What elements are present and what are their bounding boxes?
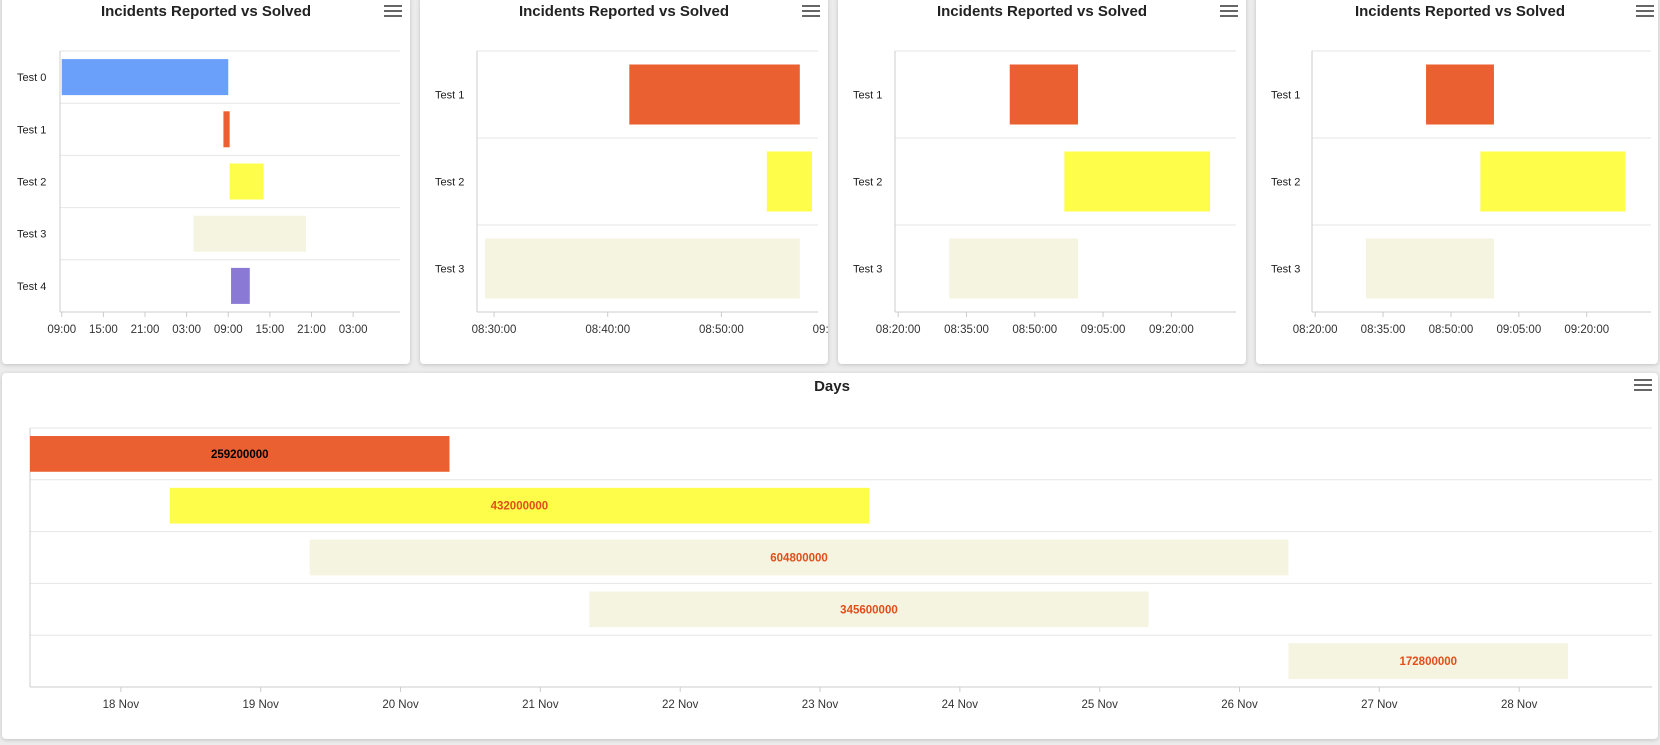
tick-label: 08:50:00 bbox=[1429, 324, 1474, 336]
category-label: Test 1 bbox=[1271, 90, 1300, 102]
tick-label: 09:20:00 bbox=[1564, 324, 1609, 336]
category-label: Test 0 bbox=[17, 72, 46, 84]
chart-card-2: Incidents Reported vs Solved Test 1 Test 2… bbox=[420, 0, 828, 364]
tick-label: 21 Nov bbox=[522, 699, 559, 711]
category-label: Test 1 bbox=[435, 90, 464, 102]
chart-svg-1: Incidents Reported vs Solved Test 0 Test 1… bbox=[17, 3, 400, 336]
tick-label: 09:05:00 bbox=[1496, 324, 1541, 336]
hamburger-menu-icon bbox=[802, 5, 820, 7]
tick-label: 24 Nov bbox=[942, 699, 979, 711]
chart-menu-button[interactable] bbox=[1636, 5, 1654, 19]
data-label: 604800000 bbox=[770, 553, 828, 565]
chart-title: Incidents Reported vs Solved bbox=[1355, 3, 1565, 20]
chart-menu-button[interactable] bbox=[384, 5, 402, 19]
data-label: 172800000 bbox=[1399, 656, 1457, 668]
tick-label: 09:00 bbox=[214, 324, 243, 336]
gantt-bar[interactable] bbox=[1480, 151, 1626, 212]
tick-label: 08:50:00 bbox=[1012, 324, 1057, 336]
gantt-bar[interactable] bbox=[949, 238, 1079, 299]
gantt-bar[interactable] bbox=[766, 151, 812, 212]
chart-title: Days bbox=[814, 378, 850, 395]
chart-card-days: Days 259200000 432000000 604800000 345600000… bbox=[2, 373, 1658, 739]
gantt-bar[interactable] bbox=[193, 215, 306, 252]
tick-label: 08:40:00 bbox=[585, 324, 630, 336]
tick-label: 09:00 bbox=[47, 324, 76, 336]
chart-menu-button[interactable] bbox=[802, 5, 820, 19]
gantt-bar[interactable] bbox=[1064, 151, 1211, 212]
category-label: Test 4 bbox=[17, 281, 46, 293]
category-label: Test 3 bbox=[17, 229, 46, 241]
hamburger-menu-icon bbox=[384, 5, 402, 7]
tick-label: 26 Nov bbox=[1221, 699, 1258, 711]
tick-label: 08:35:00 bbox=[1361, 324, 1406, 336]
tick-label: 08:20:00 bbox=[1293, 324, 1338, 336]
tick-label: 09:00:00 bbox=[813, 324, 828, 336]
tick-label: 23 Nov bbox=[802, 699, 839, 711]
tick-label: 28 Nov bbox=[1501, 699, 1538, 711]
gantt-bar[interactable] bbox=[61, 59, 229, 96]
gantt-bar[interactable] bbox=[223, 111, 230, 148]
gantt-bar[interactable] bbox=[231, 267, 250, 304]
tick-label: 09:20:00 bbox=[1149, 324, 1194, 336]
hamburger-menu-icon bbox=[1220, 5, 1238, 7]
category-label: Test 2 bbox=[17, 177, 46, 189]
chart-svg-3: Incidents Reported vs Solved Test 1 Test 2… bbox=[853, 3, 1236, 336]
chart-title: Incidents Reported vs Solved bbox=[101, 3, 311, 20]
chart-card-1: Incidents Reported vs Solved Test 0 Test 1… bbox=[2, 0, 410, 364]
chart-title: Incidents Reported vs Solved bbox=[519, 3, 729, 20]
category-label: Test 2 bbox=[435, 177, 464, 189]
gantt-bar[interactable] bbox=[484, 238, 800, 299]
tick-label: 09:05:00 bbox=[1081, 324, 1126, 336]
tick-label: 15:00 bbox=[256, 324, 285, 336]
gantt-bar[interactable] bbox=[30, 436, 450, 472]
data-label: 259200000 bbox=[211, 449, 269, 461]
category-label: Test 3 bbox=[1271, 264, 1300, 276]
gantt-bar[interactable] bbox=[1288, 643, 1569, 679]
tick-label: 08:35:00 bbox=[944, 324, 989, 336]
data-label: 345600000 bbox=[840, 604, 898, 616]
category-label: Test 2 bbox=[853, 177, 882, 189]
gantt-bar[interactable] bbox=[229, 163, 264, 200]
chart-menu-button[interactable] bbox=[1220, 5, 1238, 19]
gantt-bar[interactable] bbox=[1426, 64, 1494, 125]
tick-label: 03:00 bbox=[339, 324, 368, 336]
tick-label: 27 Nov bbox=[1361, 699, 1398, 711]
data-label: 432000000 bbox=[491, 501, 549, 513]
tick-label: 08:30:00 bbox=[472, 324, 517, 336]
category-label: Test 1 bbox=[853, 90, 882, 102]
tick-label: 08:20:00 bbox=[876, 324, 921, 336]
chart-card-3: Incidents Reported vs Solved Test 1 Test 2… bbox=[838, 0, 1246, 364]
gantt-bar[interactable] bbox=[629, 64, 800, 125]
chart-svg-4: Incidents Reported vs Solved Test 1 Test 2… bbox=[1271, 3, 1651, 336]
gantt-bar[interactable] bbox=[1009, 64, 1079, 125]
chart-card-4: Incidents Reported vs Solved Test 1 Test 2… bbox=[1256, 0, 1658, 364]
tick-label: 15:00 bbox=[89, 324, 118, 336]
chart-menu-button[interactable] bbox=[1634, 379, 1652, 393]
gantt-bar[interactable] bbox=[589, 591, 1149, 628]
tick-label: 21:00 bbox=[297, 324, 326, 336]
tick-label: 19 Nov bbox=[242, 699, 279, 711]
tick-label: 08:50:00 bbox=[699, 324, 744, 336]
tick-label: 18 Nov bbox=[103, 699, 140, 711]
chart-svg-2: Incidents Reported vs Solved Test 1 Test 2… bbox=[435, 3, 828, 336]
category-label: Test 1 bbox=[17, 124, 46, 136]
tick-label: 25 Nov bbox=[1081, 699, 1118, 711]
category-label: Test 3 bbox=[435, 264, 464, 276]
gantt-bar[interactable] bbox=[1365, 238, 1494, 299]
tick-label: 21:00 bbox=[131, 324, 160, 336]
hamburger-menu-icon bbox=[1634, 379, 1652, 381]
chart-svg-days: Days 259200000 432000000 604800000 345600000… bbox=[29, 378, 1652, 711]
tick-label: 22 Nov bbox=[662, 699, 699, 711]
category-label: Test 2 bbox=[1271, 177, 1300, 189]
category-label: Test 3 bbox=[853, 264, 882, 276]
tick-label: 20 Nov bbox=[382, 699, 419, 711]
chart-title: Incidents Reported vs Solved bbox=[937, 3, 1147, 20]
gantt-bar[interactable] bbox=[309, 539, 1289, 576]
gantt-bar[interactable] bbox=[169, 487, 869, 524]
tick-label: 03:00 bbox=[172, 324, 201, 336]
hamburger-menu-icon bbox=[1636, 5, 1654, 7]
